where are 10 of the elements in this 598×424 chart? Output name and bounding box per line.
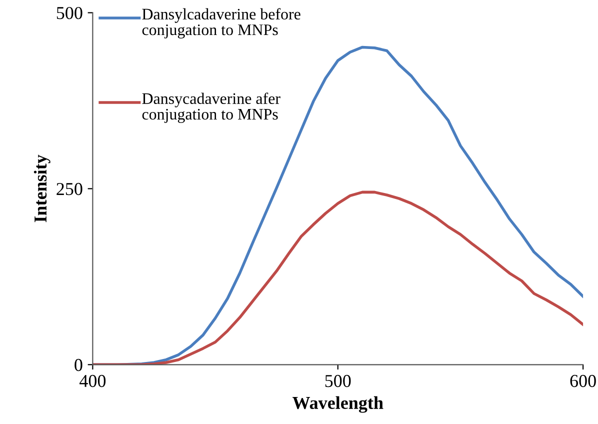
- x-tick-label: 500: [325, 374, 351, 388]
- y-tick-label: 250: [56, 182, 82, 196]
- x-axis-title: Wavelength: [292, 396, 384, 413]
- legend-label: Dansycadaverine afer conjugation to MNPs: [142, 92, 280, 123]
- y-tick-label: 500: [56, 6, 82, 20]
- y-axis-title: Intensity: [34, 154, 50, 222]
- y-tick-label: 0: [74, 358, 82, 372]
- x-tick-label: 600: [570, 374, 596, 388]
- x-tick-label: 400: [80, 374, 106, 388]
- legend-label: Dansylcadaverine before conjugation to MNPs: [142, 8, 300, 38]
